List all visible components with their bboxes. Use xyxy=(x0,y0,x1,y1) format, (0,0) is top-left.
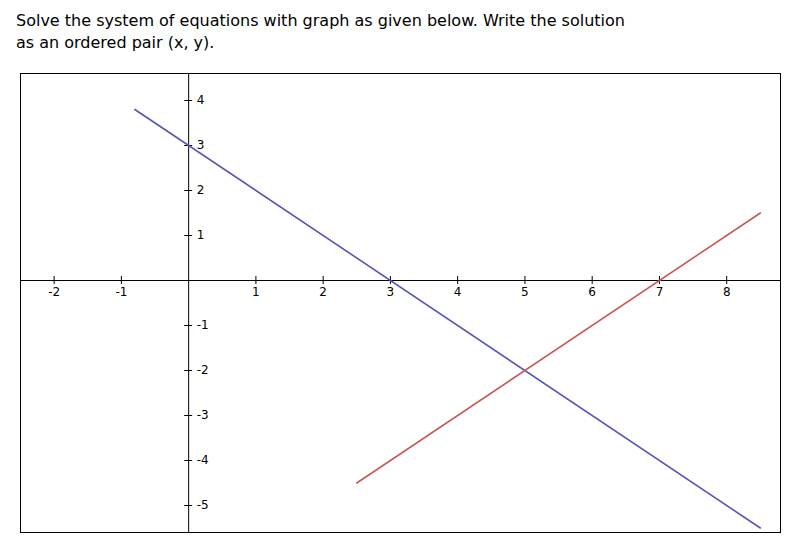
svg-text:6: 6 xyxy=(588,285,596,299)
svg-text:2: 2 xyxy=(197,184,205,198)
svg-text:1: 1 xyxy=(197,229,205,243)
svg-text:7: 7 xyxy=(656,285,664,299)
svg-text:-3: -3 xyxy=(197,409,209,423)
svg-text:4: 4 xyxy=(197,94,205,108)
svg-text:3: 3 xyxy=(197,139,205,153)
svg-text:4: 4 xyxy=(454,285,462,299)
svg-text:2: 2 xyxy=(319,285,327,299)
svg-text:8: 8 xyxy=(723,285,731,299)
svg-text:-1: -1 xyxy=(197,319,209,333)
html-text:Solve the system of equations: Solve the system of equations with graph… xyxy=(16,11,625,52)
svg-text:-1: -1 xyxy=(115,285,127,299)
svg-text:-2: -2 xyxy=(197,364,209,378)
svg-text:-5: -5 xyxy=(197,499,209,513)
svg-text:1: 1 xyxy=(252,285,260,299)
svg-text:3: 3 xyxy=(387,285,395,299)
svg-text:-2: -2 xyxy=(48,285,60,299)
svg-text:-4: -4 xyxy=(197,454,209,468)
svg-text:5: 5 xyxy=(521,285,529,299)
